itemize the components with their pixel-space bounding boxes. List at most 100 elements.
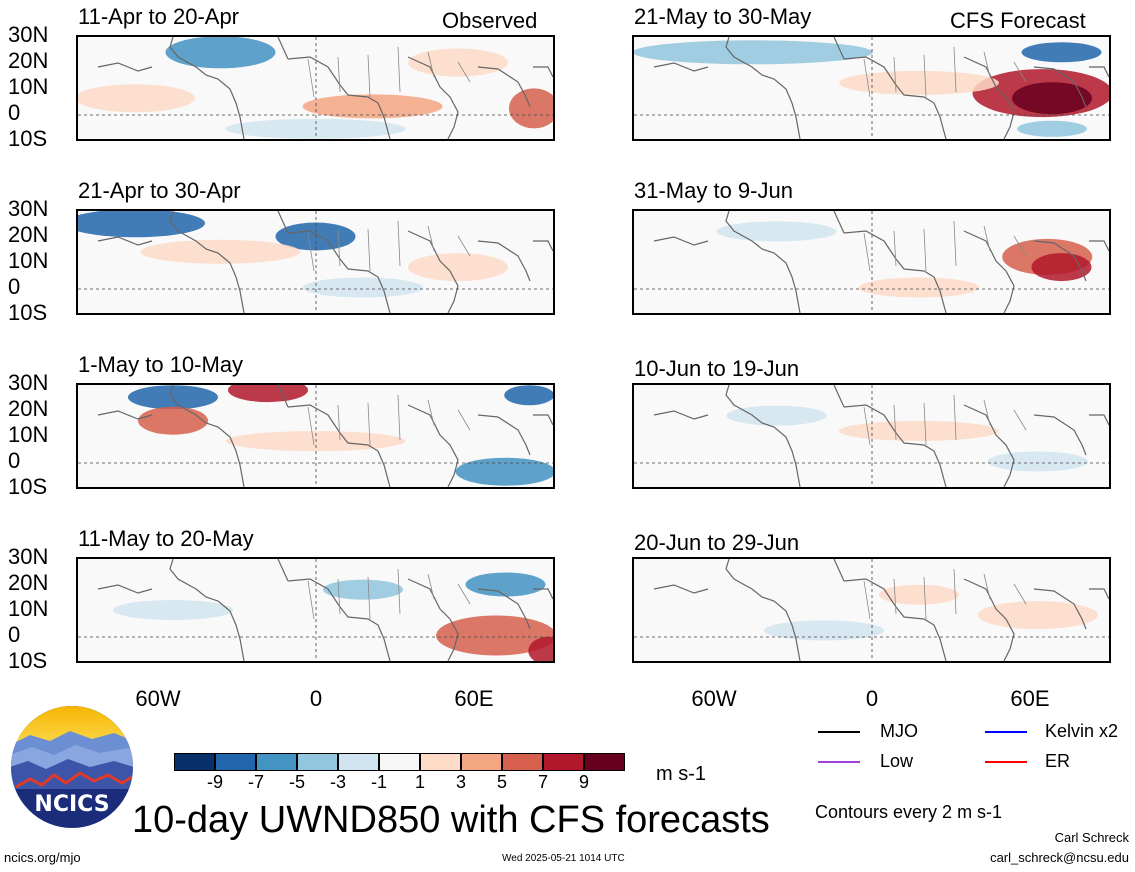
lat-label: 20N [8, 222, 49, 247]
legend-label: Kelvin x2 [1045, 721, 1119, 741]
lat-label: 10S [8, 474, 48, 499]
wind-anomaly-region [303, 277, 423, 298]
lon-label: 60W [691, 686, 737, 711]
colorbar-swatch [543, 753, 584, 771]
lat-label: 20N [8, 570, 49, 595]
wind-anomaly-region [78, 211, 205, 238]
wind-anomaly-region [323, 579, 403, 600]
lat-label: 0 [8, 100, 21, 125]
coastline [653, 385, 1109, 487]
coastline [653, 211, 1109, 313]
legend-label: Low [880, 751, 914, 771]
wind-anomaly-region [504, 385, 553, 406]
lat-label: 10S [8, 648, 48, 673]
coastline [97, 385, 553, 487]
panel-title: 1-May to 10-May [78, 352, 244, 377]
lat-label: 10N [8, 248, 49, 273]
map-plot [632, 557, 1111, 663]
map-plot [76, 557, 555, 663]
colorbar-swatch [584, 753, 625, 771]
colorbar-swatch [174, 753, 215, 771]
panel-tag-forecast: CFS Forecast [950, 8, 1086, 33]
wind-anomaly-region [436, 615, 553, 656]
footer-email[interactable]: carl_schreck@ncsu.edu [990, 850, 1129, 865]
footer-timestamp: Wed 2025-05-21 1014 UTC [502, 853, 625, 864]
wind-anomaly-region [140, 239, 301, 264]
wind-anomaly-region [839, 70, 999, 95]
colorbar-label: 7 [537, 772, 549, 792]
wind-anomaly-region [839, 420, 999, 441]
panel-title: 10-Jun to 19-Jun [634, 356, 800, 381]
wind-anomaly-region [879, 584, 959, 605]
legend-label: MJO [880, 721, 918, 741]
country-borders [863, 220, 1027, 272]
wind-anomaly-region [1017, 120, 1087, 137]
colorbar-swatch [297, 753, 338, 771]
lat-label: 0 [8, 274, 21, 299]
wind-anomaly-region [859, 277, 979, 298]
map-plot [632, 209, 1111, 315]
lat-label: 20N [8, 396, 49, 421]
map-plot [632, 383, 1111, 489]
map-plot [76, 209, 555, 315]
wind-anomaly-region [716, 221, 837, 242]
country-borders [863, 568, 1027, 620]
country-borders [307, 394, 471, 446]
colorbar-label: -3 [329, 772, 347, 792]
colorbar-swatch [215, 753, 256, 771]
legend-swatch-er [985, 761, 1027, 763]
colorbar-swatch [461, 753, 502, 771]
logo-text: NCICS [34, 792, 109, 817]
lon-label: 60E [1010, 686, 1050, 711]
wind-anomaly-region [275, 222, 356, 251]
coastline [653, 559, 1109, 661]
map-plot [76, 35, 555, 141]
wind-anomaly-region [302, 94, 443, 119]
country-borders [307, 46, 471, 98]
wind-anomaly-region [225, 118, 406, 139]
wind-anomaly-region [726, 405, 827, 426]
wind-anomaly-region [113, 600, 233, 620]
lon-label: 0 [865, 686, 879, 711]
panel-title: 21-May to 30-May [634, 4, 812, 29]
wind-anomaly-region [634, 40, 873, 65]
colorbar-swatch [338, 753, 379, 771]
colorbar-unit: m s-1 [656, 763, 706, 785]
map-plot [632, 35, 1111, 141]
wind-anomaly-region [455, 457, 553, 486]
ncics-logo: NCICS [10, 705, 134, 829]
wind-anomaly-region [509, 88, 553, 129]
lon-label: 60E [454, 686, 494, 711]
lat-label: 30N [8, 370, 49, 395]
colorbar-label: -5 [288, 772, 306, 792]
panel-title: 11-Apr to 20-Apr [78, 4, 240, 29]
colorbar-swatch [379, 753, 420, 771]
map-plot [76, 383, 555, 489]
contour-note: Contours every 2 m s-1 [815, 802, 1003, 822]
footer-url[interactable]: ncics.org/mjo [4, 850, 81, 865]
legend-swatch-mjo [818, 731, 860, 733]
lat-label: 30N [8, 196, 49, 221]
lon-label: 0 [309, 686, 323, 711]
panel-title: 21-Apr to 30-Apr [78, 178, 241, 203]
footer-author: Carl Schreck [1054, 830, 1129, 845]
wind-anomaly-region [528, 636, 553, 661]
colorbar-label: -1 [370, 772, 388, 792]
lon-label: 60W [135, 686, 181, 711]
wind-anomaly-region [225, 431, 406, 452]
panel-title: 20-Jun to 29-Jun [634, 530, 800, 555]
colorbar-label: -9 [206, 772, 224, 792]
lat-label: 0 [8, 448, 21, 473]
panel-title: 11-May to 20-May [78, 526, 254, 551]
legend-swatch-kelvin [985, 731, 1027, 733]
wind-anomaly-region [128, 385, 218, 410]
lat-label: 0 [8, 622, 21, 647]
coastline [653, 37, 1109, 139]
colorbar-swatch [256, 753, 297, 771]
country-borders [863, 394, 1027, 446]
panel-tag-observed: Observed [442, 8, 538, 33]
wind-anomaly-region [465, 572, 546, 597]
colorbar-swatch [502, 753, 543, 771]
lat-label: 10N [8, 422, 49, 447]
colorbar-swatch [420, 753, 461, 771]
